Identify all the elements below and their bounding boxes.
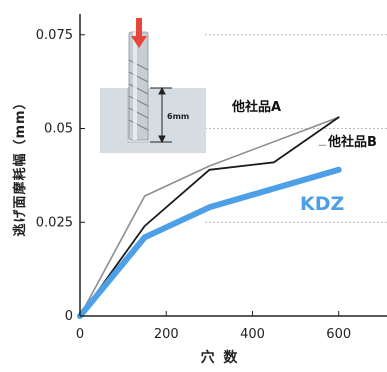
x-tick-label: 0 [76,327,84,342]
x-tick-label: 200 [154,327,179,342]
depth-dimension-icon [150,86,172,144]
series-label-kdz: KDZ [300,193,344,215]
axes [79,14,387,317]
y-tick-label: 0 [65,309,73,324]
x-axis-title: 穴 数 [201,349,240,366]
down-arrow-icon [131,18,147,48]
series-line-competitor-a [79,116,340,317]
x-tick-label: 600 [326,327,351,342]
depth-label: 6mm [167,112,189,121]
grid-lines [205,34,387,223]
end-mill-tool-icon [128,31,149,141]
series-label-competitor-a: 他社品A [231,99,281,115]
series-line-competitor-b [79,116,340,317]
y-tick-label: 0.075 [36,28,73,43]
y-tick-label: 0.05 [44,122,73,137]
series-layer [77,116,342,319]
series-line-kdz [77,166,342,319]
series-label-competitor-b: 他社品B [327,134,377,150]
drill-depth-inset: 6mm [100,18,206,153]
tick-labels: 0 0.025 0.05 0.075 0 200 400 600 [36,28,351,342]
y-axis-title: 逃げ面摩耗幅（mm） [12,95,28,236]
y-tick-label: 0.025 [36,215,73,230]
inset-panel [100,88,206,153]
x-tick-label: 400 [240,327,265,342]
